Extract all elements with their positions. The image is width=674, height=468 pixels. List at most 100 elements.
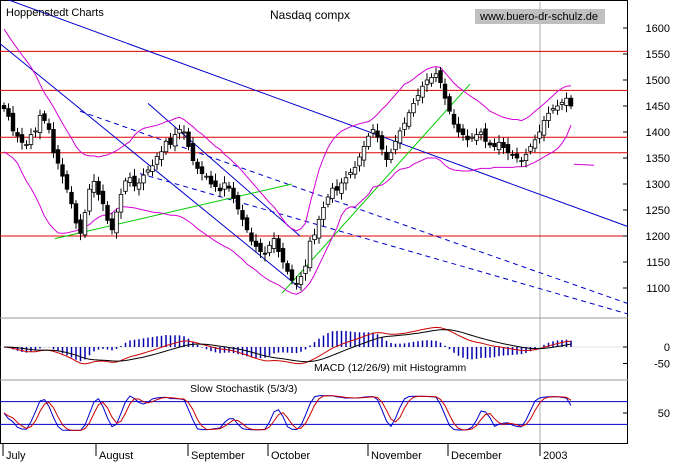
candlestick	[523, 148, 529, 168]
candlestick	[177, 124, 182, 140]
candlestick	[469, 133, 475, 142]
candlestick	[420, 81, 425, 104]
candlestick	[289, 264, 295, 285]
candlestick	[222, 176, 227, 197]
candlestick	[280, 242, 286, 269]
x-tick-label: July	[6, 450, 26, 462]
candlestick	[73, 200, 79, 229]
candlestick	[388, 148, 394, 164]
candlestick	[253, 233, 259, 252]
lower-bollinger-band	[3, 125, 572, 295]
chart-title: Nasdaq compx	[270, 8, 350, 22]
stochastic-label: Slow Stochastik (5/3/3)	[190, 383, 297, 395]
y-tick-label: 1450	[646, 101, 670, 113]
candlestick	[559, 98, 565, 111]
candlestick	[375, 123, 380, 143]
candlestick	[316, 215, 322, 244]
candlestick	[235, 191, 241, 215]
trendline	[147, 103, 301, 237]
candlestick	[321, 201, 326, 227]
candlestick	[370, 124, 376, 138]
candlestick	[496, 135, 502, 155]
candlestick	[91, 174, 97, 198]
y-tick-label: -50	[654, 359, 670, 371]
candlestick	[442, 78, 448, 105]
upper-bollinger-band	[3, 28, 572, 232]
candlestick	[100, 184, 106, 212]
candlestick	[406, 109, 412, 130]
candlestick	[217, 183, 223, 197]
candlestick	[226, 181, 232, 192]
candlestick	[294, 276, 299, 290]
candlestick	[78, 214, 83, 241]
y-tick-label: 1250	[646, 205, 670, 217]
macd-line	[3, 326, 572, 365]
candlestick	[82, 209, 88, 239]
candlestick	[537, 124, 542, 144]
candlestick	[550, 104, 556, 114]
macd-label: MACD (12/26/9) mit Histogramm	[314, 362, 467, 374]
candlestick	[451, 109, 457, 129]
website-badge	[475, 9, 605, 24]
candlestick	[465, 129, 470, 148]
y-axis-ticks: 1100 1150 1200 1250 1300 1350 1400 1450 1500 1550…	[623, 23, 670, 420]
candlestick	[240, 204, 245, 227]
candlestick	[145, 165, 151, 176]
y-tick-label: 1150	[646, 257, 670, 269]
candlestick	[285, 260, 290, 275]
macd-signal-line	[3, 329, 572, 363]
source-label: Hoppenstedt Charts	[6, 7, 104, 19]
candlestick	[109, 212, 115, 235]
candlestick	[348, 168, 353, 179]
y-tick-label: 1600	[646, 23, 670, 35]
candlestick	[514, 147, 520, 163]
candlestick	[186, 127, 191, 151]
candlestick	[424, 73, 430, 92]
candlestick	[213, 173, 218, 192]
candlestick	[505, 137, 511, 161]
candlestick	[127, 172, 133, 187]
candlestick	[249, 227, 254, 246]
candlestick	[204, 173, 209, 180]
month-grid	[2, 2, 541, 456]
candlestick	[154, 152, 160, 170]
candlestick	[483, 123, 488, 149]
y-tick-label: 1550	[646, 49, 670, 61]
y-tick-label: 50	[658, 408, 670, 420]
candlestick	[402, 117, 407, 137]
candlestick	[1, 102, 7, 112]
candlestick	[460, 124, 466, 141]
candlestick	[528, 143, 533, 155]
candlestick	[397, 127, 403, 149]
candlestick	[15, 127, 20, 143]
x-tick-label: August	[99, 450, 133, 462]
candlestick	[159, 146, 164, 167]
candlestick	[478, 128, 484, 141]
candlestick	[276, 234, 281, 258]
candlestick	[168, 133, 173, 149]
candlestick	[96, 176, 101, 201]
candlestick	[19, 127, 25, 150]
x-tick-label: December	[451, 450, 502, 462]
y-tick-label: 1300	[646, 179, 670, 191]
candlestick	[492, 138, 497, 151]
candlestick	[51, 122, 56, 158]
candlestick	[307, 237, 313, 272]
candlestick	[303, 259, 308, 281]
candlesticks	[1, 67, 574, 291]
lower-bollinger-band-tail	[573, 163, 595, 166]
candlestick	[330, 182, 335, 203]
candlestick	[60, 158, 65, 184]
candlestick	[6, 103, 11, 121]
trendline	[7, 0, 629, 228]
x-axis-labels: July August September October November Decemb…	[6, 450, 567, 462]
macd-panel	[0, 326, 628, 365]
candlestick	[172, 127, 178, 152]
x-tick-label: November	[371, 450, 422, 462]
candlestick	[532, 134, 538, 153]
dashed-trendline	[139, 173, 629, 315]
y-tick-label: 1350	[646, 153, 670, 165]
stochastic-k-line	[3, 395, 572, 431]
candlestick	[546, 106, 551, 128]
